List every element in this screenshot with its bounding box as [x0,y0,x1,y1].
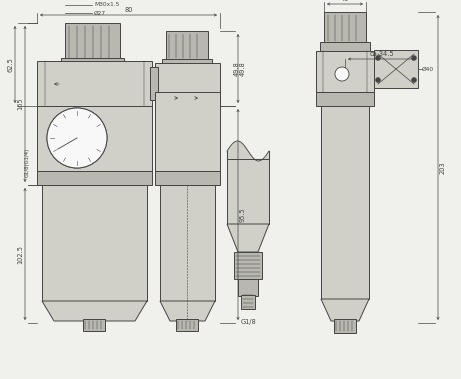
Circle shape [47,108,107,168]
Bar [374,50,418,88]
Bar [42,185,147,301]
Bar [316,51,374,92]
Polygon shape [321,299,369,321]
Bar [83,319,105,331]
Polygon shape [160,301,215,321]
Bar [238,279,258,296]
Bar [150,67,158,100]
Text: 49.8: 49.8 [234,61,240,76]
Text: 80: 80 [124,7,133,13]
Text: 165: 165 [17,98,23,110]
Bar [166,31,208,61]
Bar [234,252,262,279]
Bar [162,59,212,67]
Bar [316,92,374,106]
Bar [320,42,370,51]
Bar [160,185,215,301]
Text: 40: 40 [341,0,349,2]
Text: 49.8: 49.8 [240,62,246,77]
Text: 102.5: 102.5 [17,244,23,263]
Bar [65,23,120,61]
Circle shape [376,55,380,61]
Polygon shape [227,224,269,252]
Bar [61,58,124,67]
Text: 203: 203 [440,162,446,174]
Circle shape [412,55,416,61]
Text: G1/8(G1/4): G1/8(G1/4) [24,148,30,177]
Bar [241,295,255,309]
Bar [37,171,152,185]
Polygon shape [42,301,147,321]
Text: M30x1.5: M30x1.5 [94,3,119,8]
Bar [37,61,152,106]
Bar [155,63,220,106]
Text: G1/8: G1/8 [240,319,256,325]
Circle shape [335,67,349,81]
Circle shape [47,108,107,168]
Bar [321,106,369,299]
Bar [155,171,220,185]
Bar [227,159,269,224]
Text: Ø40: Ø40 [422,66,434,72]
Bar [37,106,152,171]
Bar [324,12,366,44]
Text: 95.5: 95.5 [240,208,246,222]
Bar [334,319,356,333]
Text: ca.34.5: ca.34.5 [369,51,394,57]
Circle shape [376,77,380,83]
Circle shape [412,77,416,83]
Bar [176,319,198,331]
Text: Ø27: Ø27 [94,11,106,16]
Bar [155,92,220,171]
Text: 62.5: 62.5 [7,57,13,72]
